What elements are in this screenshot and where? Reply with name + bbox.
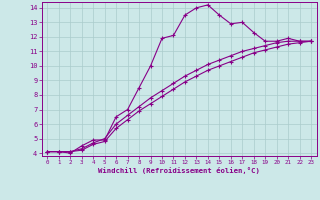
X-axis label: Windchill (Refroidissement éolien,°C): Windchill (Refroidissement éolien,°C) (98, 167, 260, 174)
